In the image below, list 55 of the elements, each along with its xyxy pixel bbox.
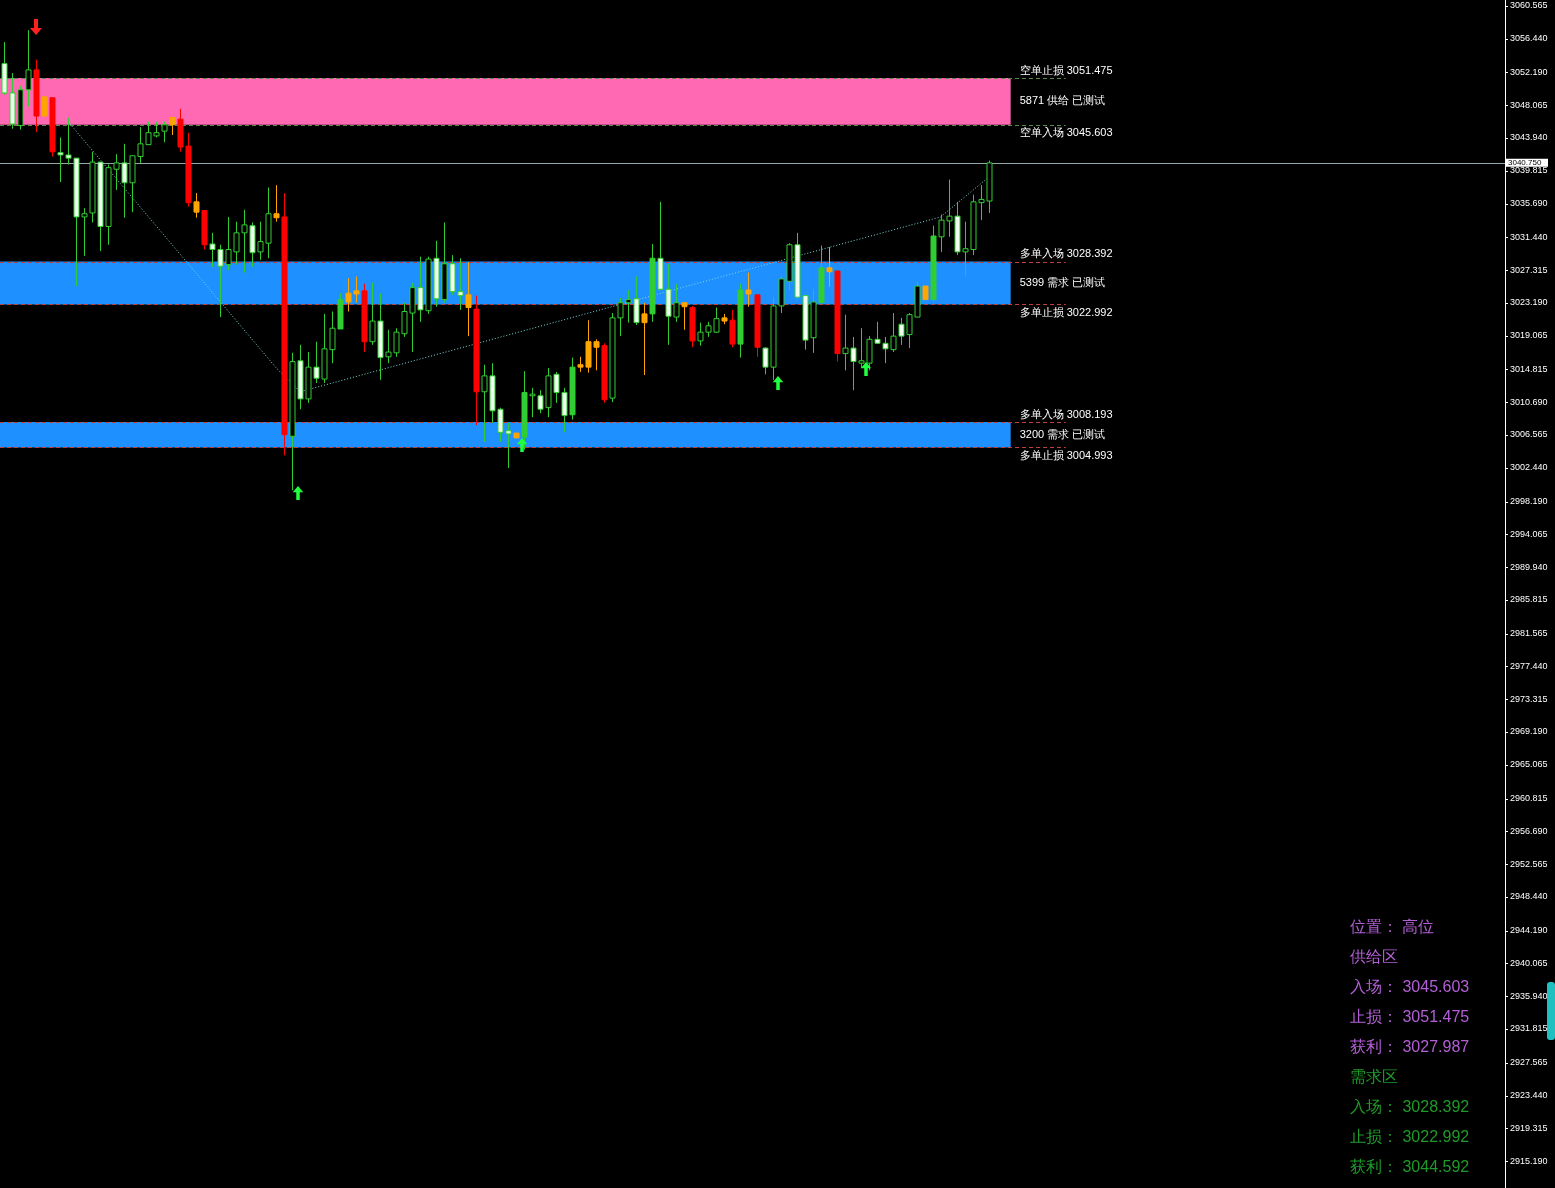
annotation: 止损： 3022.992 [1350,1127,1470,1147]
y-tick-label: 3023.190 [1510,297,1548,308]
y-tick-label: 2927.565 [1510,1057,1548,1068]
y-tick-label: 2931.815 [1510,1023,1548,1034]
ref-line-label: 多单止损 3022.992 [1019,305,1113,318]
annotation: 获利： 3044.592 [1350,1157,1470,1177]
y-tick-label: 2956.690 [1510,825,1548,836]
y-tick-label: 3056.440 [1510,33,1548,44]
y-tick-label: 2940.065 [1510,957,1548,968]
y-tick-label: 2944.190 [1510,925,1548,936]
y-tick-label: 2965.065 [1510,759,1548,770]
y-tick-label: 3010.690 [1510,396,1548,407]
annotation: 入场： 3045.603 [1350,977,1470,997]
y-tick-label: 3052.190 [1510,66,1548,77]
annotation: 需求区 [1350,1067,1399,1087]
annotation: 供给区 [1350,947,1399,967]
y-tick-label: 3031.440 [1510,231,1548,242]
y-tick-label: 2994.065 [1510,528,1548,539]
y-tick-label: 3035.690 [1510,197,1548,208]
y-tick-label: 2960.815 [1510,792,1548,803]
ref-line-label: 3040.750 [1508,158,1542,167]
ref-line-label: 空单入场 3045.603 [1019,126,1113,139]
y-tick-label: 3060.565 [1510,0,1548,11]
y-tick-label: 3014.815 [1510,363,1548,374]
y-tick-label: 3006.565 [1510,429,1548,440]
y-tick-label: 2915.190 [1510,1155,1548,1166]
y-tick-label: 2973.315 [1510,693,1548,704]
annotation: 获利： 3027.987 [1350,1037,1470,1057]
band-label: 5871 供给 已测试 [1019,94,1106,107]
y-tick-label: 2935.940 [1510,990,1548,1001]
ref-line-label: 多单入场 3028.392 [1019,247,1113,260]
y-tick-label: 3043.940 [1510,132,1548,143]
y-tick-label: 2985.815 [1510,594,1548,605]
annotation: 入场： 3028.392 [1350,1097,1470,1117]
ref-line-label: 多单入场 3008.193 [1019,407,1113,420]
y-tick-label: 2977.440 [1510,660,1548,671]
y-tick-label: 2948.440 [1510,891,1548,902]
annotation: 止损： 3051.475 [1350,1007,1470,1027]
band-label: 5399 需求 已测试 [1019,275,1106,288]
y-tick-label: 2919.315 [1510,1122,1548,1133]
ref-line-label: 多单止损 3004.993 [1019,448,1113,461]
annotation: 位置： 高位 [1350,917,1436,937]
y-tick-label: 3002.440 [1510,462,1548,473]
y-tick-label: 2952.565 [1510,858,1548,869]
y-tick-label: 3048.065 [1510,99,1548,110]
y-tick-label: 3019.065 [1510,330,1548,341]
y-tick-label: 2981.565 [1510,628,1548,639]
y-tick-label: 2923.440 [1510,1089,1548,1100]
y-tick-label: 2998.190 [1510,495,1548,506]
ref-line-label: 空单止损 3051.475 [1019,63,1113,76]
band-label: 3200 需求 已测试 [1019,427,1106,440]
y-tick-label: 2989.940 [1510,561,1548,572]
y-tick-label: 2969.190 [1510,726,1548,737]
y-tick-label: 3027.315 [1510,264,1548,275]
y-tick-label: 3039.815 [1510,165,1548,176]
